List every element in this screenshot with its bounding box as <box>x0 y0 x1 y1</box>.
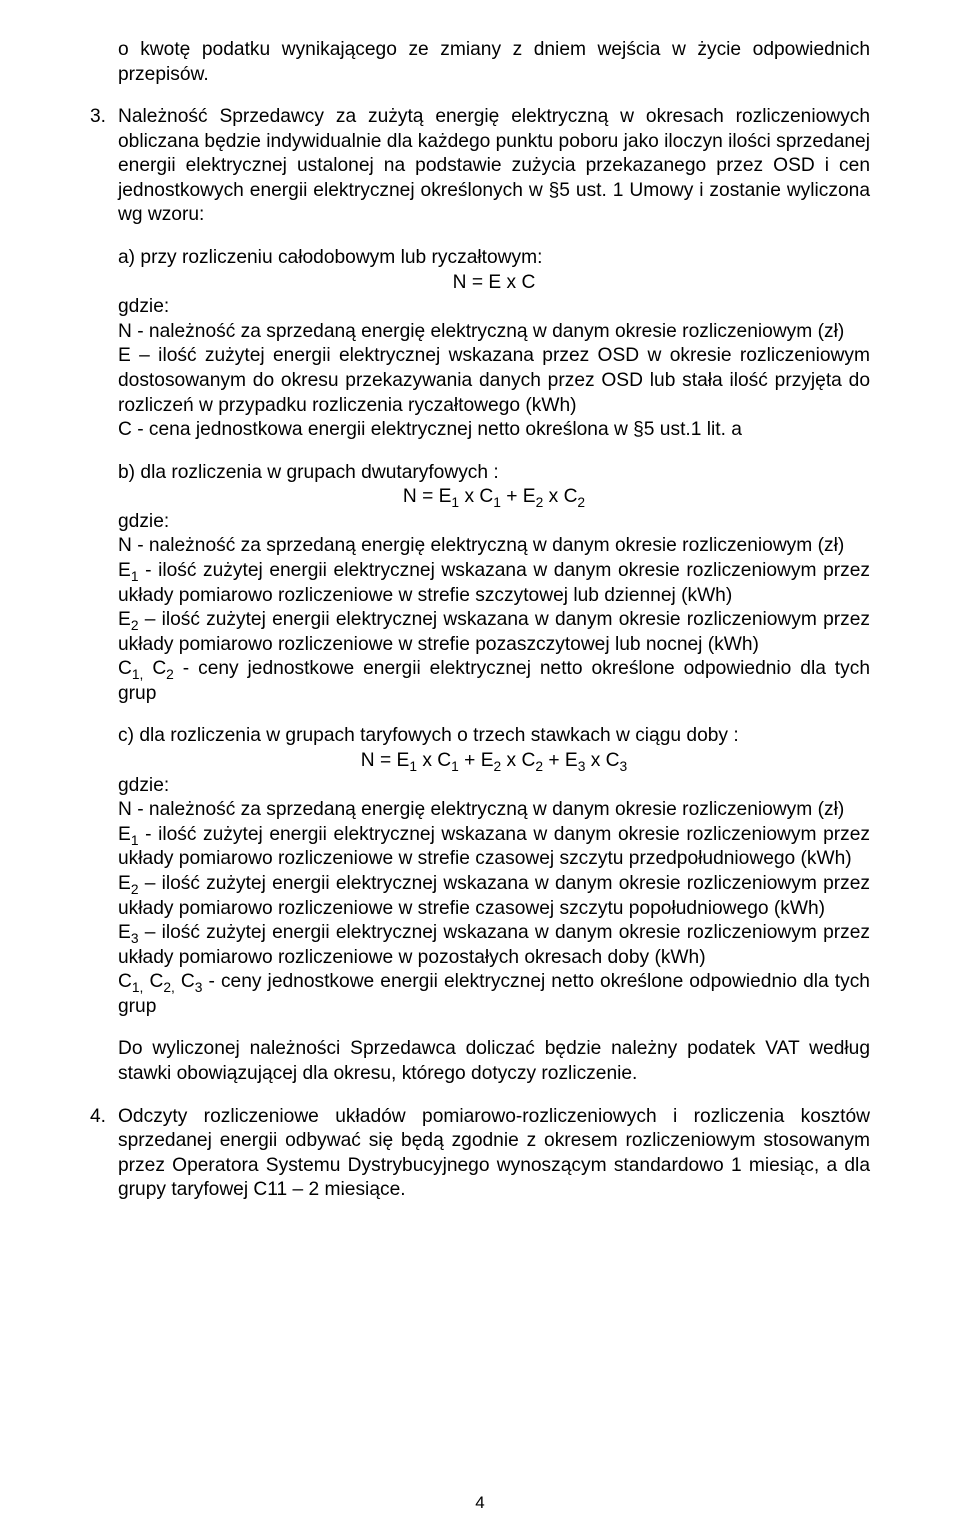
c-def-n: N - należność za sprzedaną energię elekt… <box>118 798 870 823</box>
a-def-e: E – ilość zużytej energii elektrycznej w… <box>118 344 870 418</box>
block-c: c) dla rozliczenia w grupach taryfowych … <box>90 724 870 1019</box>
item-3: 3.Należność Sprzedawcy za zużytą energię… <box>90 105 870 228</box>
c-def-e3: E3 – ilość zużytej energii elektrycznej … <box>118 921 870 970</box>
item-3-text: Należność Sprzedawcy za zużytą energię e… <box>118 106 870 225</box>
b-heading: b) dla rozliczenia w grupach dwutaryfowy… <box>118 461 870 486</box>
a-heading: a) przy rozliczeniu całodobowym lub rycz… <box>118 246 870 271</box>
item-3-number: 3. <box>90 105 118 130</box>
block-a: a) przy rozliczeniu całodobowym lub rycz… <box>90 246 870 443</box>
item-4-number: 4. <box>90 1105 118 1130</box>
c-heading: c) dla rozliczenia w grupach taryfowych … <box>118 724 870 749</box>
a-formula: N = E x C <box>118 271 870 296</box>
c-def-e1: E1 - ilość zużytej energii elektrycznej … <box>118 823 870 872</box>
b-def-e2: E2 – ilość zużytej energii elektrycznej … <box>118 608 870 657</box>
vat-note: Do wyliczonej należności Sprzedawca doli… <box>90 1037 870 1086</box>
b-gdzie: gdzie: <box>118 510 870 535</box>
c-def-e2: E2 – ilość zużytej energii elektrycznej … <box>118 872 870 921</box>
block-b: b) dla rozliczenia w grupach dwutaryfowy… <box>90 461 870 707</box>
item-4-text: Odczyty rozliczeniowe układów pomiarowo-… <box>118 1106 870 1201</box>
c-gdzie: gdzie: <box>118 774 870 799</box>
a-def-c: C - cena jednostkowa energii elektryczne… <box>118 418 870 443</box>
item-4: 4.Odczyty rozliczeniowe układów pomiarow… <box>90 1105 870 1203</box>
a-gdzie: gdzie: <box>118 295 870 320</box>
a-def-n: N - należność za sprzedaną energię elekt… <box>118 320 870 345</box>
document-page: o kwotę podatku wynikającego ze zmiany z… <box>0 0 960 1538</box>
b-formula: N = E1 x C1 + E2 x C2 <box>118 485 870 510</box>
page-number: 4 <box>0 1492 960 1514</box>
c-def-c: C1, C2, C3 - ceny jednostkowe energii el… <box>118 970 870 1019</box>
b-def-c: C1, C2 - ceny jednostkowe energii elektr… <box>118 657 870 706</box>
b-def-e1: E1 - ilość zużytej energii elektrycznej … <box>118 559 870 608</box>
intro-tail: o kwotę podatku wynikającego ze zmiany z… <box>90 38 870 87</box>
b-def-n: N - należność za sprzedaną energię elekt… <box>118 534 870 559</box>
c-formula: N = E1 x C1 + E2 x C2 + E3 x C3 <box>118 749 870 774</box>
